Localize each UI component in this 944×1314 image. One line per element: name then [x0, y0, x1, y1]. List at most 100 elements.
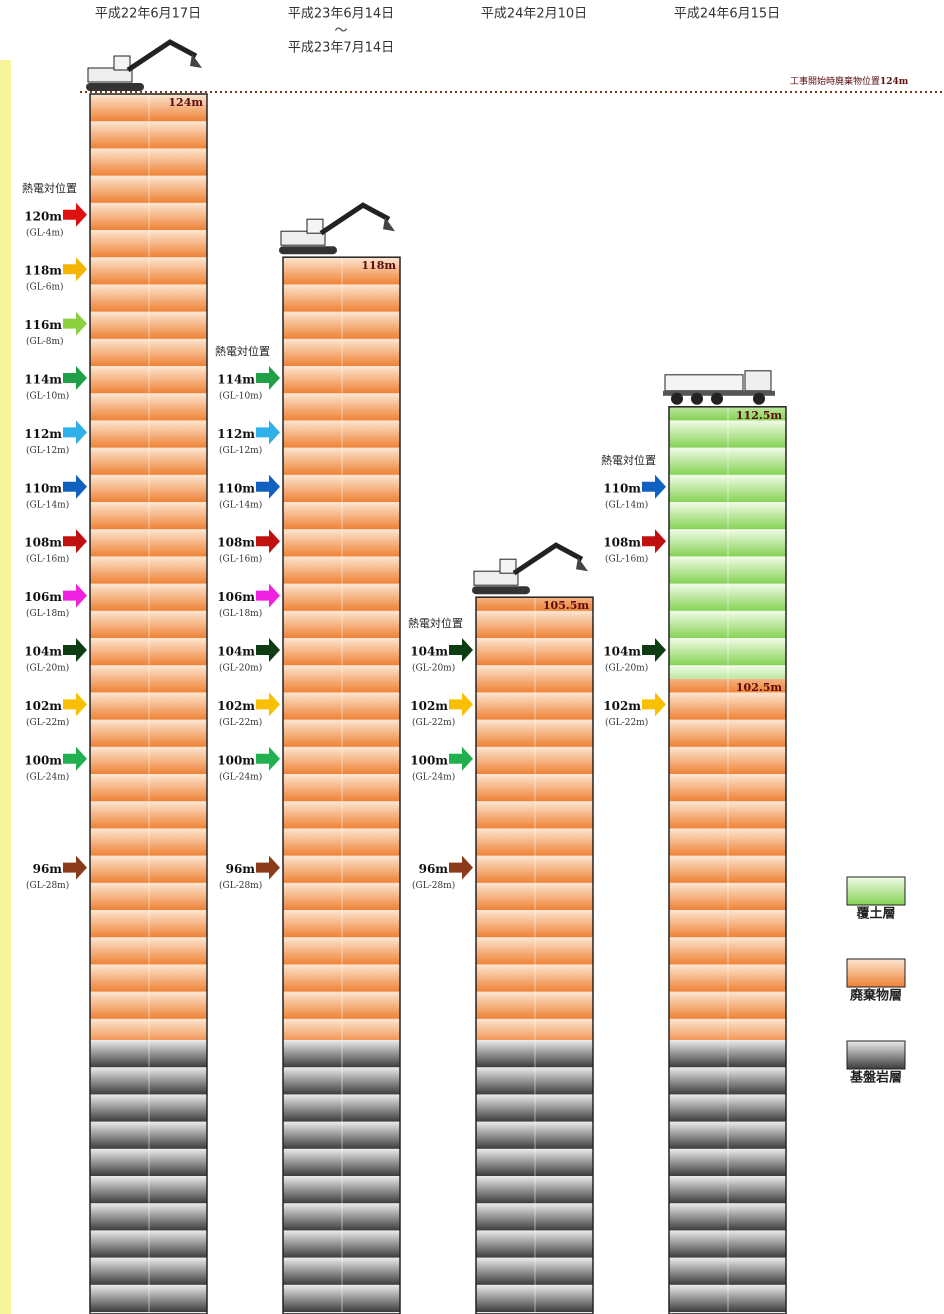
arrow [63, 584, 87, 608]
arrow [63, 692, 87, 716]
excavator [472, 545, 588, 594]
arrow [256, 692, 280, 716]
arrow [63, 475, 87, 499]
marker-label: 112m [217, 427, 255, 441]
date: 平成24年2月10日 [481, 7, 587, 22]
gl-label: (GL-22m) [219, 717, 262, 728]
marker-label: 104m [217, 645, 255, 659]
marker-label: 96m [226, 862, 256, 876]
arrow [63, 856, 87, 880]
arrow [642, 529, 666, 553]
arrow [642, 692, 666, 716]
thermocouple-label: 熱電対位置 [215, 344, 270, 358]
legend-swatch [847, 959, 905, 987]
gl-label: (GL-18m) [26, 608, 69, 619]
gl-label: (GL-24m) [219, 771, 262, 782]
marker-label: 106m [24, 590, 62, 604]
date: 平成24年6月15日 [674, 7, 780, 22]
gl-label: (GL-20m) [219, 663, 262, 674]
cover-top-label: 112.5m [736, 409, 782, 422]
marker-label: 110m [217, 481, 255, 495]
arrow [256, 366, 280, 390]
top-label: 118m [361, 259, 396, 272]
legend-swatch [847, 1041, 905, 1069]
marker-label: 102m [217, 699, 255, 713]
arrow [256, 747, 280, 771]
date: 平成23年6月14日 [288, 7, 394, 22]
arrow [63, 257, 87, 281]
marker-label: 112m [24, 427, 62, 441]
marker-label: 118m [24, 264, 62, 278]
marker-label: 96m [33, 862, 63, 876]
marker-label: 110m [603, 481, 641, 495]
ruler-strip [0, 60, 11, 1314]
gl-label: (GL-16m) [605, 554, 648, 565]
marker-label: 116m [24, 318, 62, 332]
legend-label: 基盤岩層 [849, 1070, 902, 1086]
dump-truck [663, 371, 775, 405]
wheel [753, 393, 765, 405]
gl-label: (GL-28m) [219, 880, 262, 891]
gl-label: (GL-22m) [605, 717, 648, 728]
gl-label: (GL-16m) [219, 554, 262, 565]
excavator [86, 42, 202, 91]
gl-label: (GL-20m) [412, 663, 455, 674]
gl-label: (GL-4m) [26, 227, 64, 238]
marker-label: 110m [24, 481, 62, 495]
arrow [449, 856, 473, 880]
track [472, 586, 530, 594]
arrow [256, 420, 280, 444]
gl-label: (GL-20m) [26, 663, 69, 674]
gl-label: (GL-6m) [26, 282, 64, 293]
track [279, 246, 337, 254]
gl-label: (GL-12m) [26, 445, 69, 456]
arrow [63, 747, 87, 771]
gl-label: (GL-10m) [26, 391, 69, 402]
top-label: 105.5m [543, 599, 589, 612]
date: 平成22年6月17日 [95, 7, 201, 22]
top-label: 124m [168, 96, 203, 109]
excavator [279, 205, 395, 254]
wheel [691, 393, 703, 405]
boom [514, 545, 582, 573]
arrow [256, 638, 280, 662]
marker-label: 108m [217, 536, 255, 550]
boom [128, 42, 196, 70]
arrow [256, 584, 280, 608]
marker-label: 100m [217, 753, 255, 767]
arrow [63, 638, 87, 662]
marker-label: 104m [24, 645, 62, 659]
legend-label: 廃棄物層 [849, 988, 902, 1004]
arrow [256, 529, 280, 553]
gl-label: (GL-12m) [219, 445, 262, 456]
date: 平成23年7月14日 [288, 41, 394, 56]
arrow [63, 420, 87, 444]
marker-label: 100m [410, 753, 448, 767]
arrow [449, 692, 473, 716]
bucket [190, 54, 202, 68]
start-note: 工事開始時廃棄物位置124m [790, 75, 909, 87]
arrow [256, 856, 280, 880]
marker-label: 100m [24, 753, 62, 767]
arrow [63, 366, 87, 390]
marker-label: 104m [603, 645, 641, 659]
arrow [642, 475, 666, 499]
gl-label: (GL-22m) [26, 717, 69, 728]
diagram: 工事開始時廃棄物位置124m 平成22年6月17日 124m 熱電対位置 120m (G… [0, 0, 944, 1314]
bucket [383, 217, 395, 231]
gl-label: (GL-28m) [26, 880, 69, 891]
thermocouple-label: 熱電対位置 [22, 181, 77, 195]
gl-label: (GL-10m) [219, 391, 262, 402]
arrow [256, 475, 280, 499]
arrow [63, 203, 87, 227]
marker-label: 120m [24, 209, 62, 223]
boom [321, 205, 389, 233]
bucket [576, 557, 588, 571]
date: ～ [334, 24, 347, 39]
gl-label: (GL-14m) [219, 499, 262, 510]
gl-label: (GL-24m) [26, 771, 69, 782]
wheel [711, 393, 723, 405]
thermocouple-label: 熱電対位置 [601, 453, 656, 467]
track [86, 83, 144, 91]
marker-label: 106m [217, 590, 255, 604]
